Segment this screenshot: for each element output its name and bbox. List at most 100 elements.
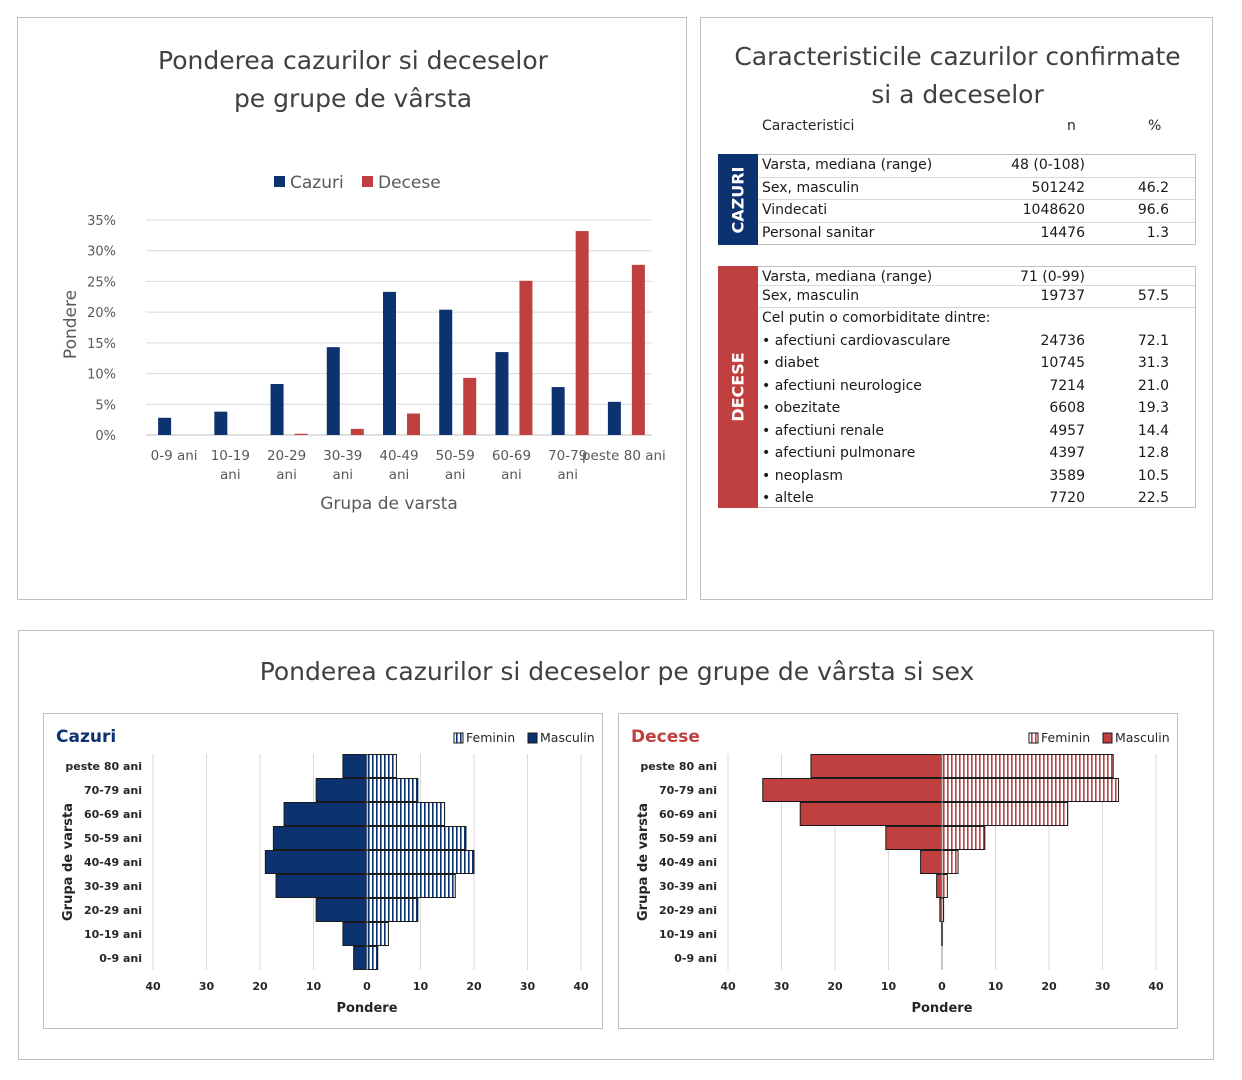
x-tick-label: 20 [466,980,482,993]
decese-row: • afectiuni renale 4957 14.4 [758,421,1195,444]
row-percent: 19.3 [1137,400,1169,416]
cazuri-row: Vindecati 1048620 96.6 [758,200,1195,223]
cazuri-row: Varsta, mediana (range) 48 (0-108) [758,155,1195,178]
row-count: 4397 [1049,445,1085,461]
row-count: 71 (0-99) [1020,269,1085,285]
cazuri-rows: Varsta, mediana (range) 48 (0-108) Sex, ma… [758,154,1196,245]
x-axis-title: Pondere [336,1001,397,1016]
x-tick-label: 20 [827,980,843,993]
decese-row: Cel putin o comorbiditate dintre: [758,308,1195,331]
y-axis-title: Grupa de varsta [61,803,76,921]
row-percent: 22.5 [1137,490,1169,506]
decese-row: • afectiuni neurologice 7214 21.0 [758,376,1195,399]
row-count: 7720 [1049,490,1085,506]
legend-label: Feminin [1041,730,1090,745]
legend-swatch [527,732,538,744]
decese-rows: Varsta, mediana (range) 71 (0-99) Sex, mas… [758,266,1196,508]
masculin-bar [920,850,943,874]
feminin-bar [366,946,379,970]
row-percent: 14.4 [1137,422,1169,439]
decese-pyramid-chart: Decese 40 30 20 10 0 10 20 30 40 peste 80 ani 70-79… [631,727,1170,1016]
x-tick-label: 20 [1041,980,1057,993]
decese-row: • obezitate 6608 19.3 [758,398,1195,421]
y-tick-label: 60-69 ani [84,808,142,821]
x-tick-label: 60-69 [492,448,531,464]
cazuri-bar [383,291,396,435]
x-tick-label: ani [557,467,578,483]
header-n: n [1067,118,1076,134]
feminin-bar [366,826,467,850]
feminin-bar [366,754,397,778]
bar-chart-panel: Ponderea cazurilor si deceselor pe grupe… [17,17,687,600]
decese-bar [631,264,645,435]
feminin-bar [941,754,1114,778]
row-label: • obezitate [762,400,841,416]
feminin-bar [366,802,446,826]
masculin-bar [272,826,368,850]
decese-row: • afectiuni cardiovasculare 24736 72.1 [758,331,1195,354]
row-percent: 72.1 [1137,332,1169,349]
masculin-bar [762,778,943,802]
row-label: Varsta, mediana (range) [762,157,933,173]
bar-chart-title: Ponderea cazurilor si deceselor pe grupe… [158,46,548,113]
legend-swatch [1028,732,1039,744]
y-tick-label: 10-19 ani [84,928,142,941]
row-percent: 46.2 [1137,179,1169,196]
y-tick-label: 50-59 ani [659,832,717,845]
pyramid-chart-title: Decese [631,727,700,747]
header-characteristics: Caracteristici [762,118,855,134]
masculin-bar [885,826,943,850]
legend-label: Masculin [540,730,595,745]
y-tick-label: 35% [87,214,116,229]
row-label: • neoplasm [762,467,844,484]
age-bar-chart: 0% 5% 10% 15% 20% 25% 30% 35% 0-9 ani 10-19 ani 20-… [61,173,666,514]
feminin-bar [941,850,959,874]
y-axis-title: Pondere [61,290,81,359]
masculin-bar [283,802,368,826]
x-tick-label: 10 [413,980,429,993]
cazuri-sidebar: CAZURI [718,154,758,245]
decese-bar [575,231,589,435]
cazuri-bar [158,417,172,435]
x-tick-label: 20-29 [267,448,306,464]
row-percent: 31.3 [1137,355,1169,371]
legend-swatch [362,176,373,187]
x-tick-label: ani [445,467,466,483]
characteristics-panel: Caracteristicile cazurilor confirmate si… [700,17,1213,600]
y-tick-label: 30% [87,245,116,260]
x-tick-label: 30-39 [323,448,362,464]
row-label: • afectiuni pulmonare [762,445,916,461]
row-label: • altele [762,490,814,506]
legend-label: Feminin [466,730,515,745]
y-tick-label: peste 80 ani [640,760,717,773]
cazuri-pyramid-box: Cazuri 40 30 20 10 0 10 20 30 40 peste 80 ani 70-79… [43,713,603,1029]
feminin-bar [941,802,1069,826]
x-tick-label: 50-59 [436,448,475,464]
row-label: • afectiuni neurologice [762,377,922,394]
decese-sidebar: DECESE [718,266,758,508]
pyramid-chart-title: Cazuri [56,727,116,747]
y-tick-label: 40-49 ani [84,856,142,869]
row-percent: 12.8 [1137,445,1169,461]
y-tick-label: 0% [95,429,116,444]
cazuri-pyramid-chart: Cazuri 40 30 20 10 0 10 20 30 40 peste 80 ani 70-79… [56,727,595,1016]
pyramid-panel: Ponderea cazurilor si deceselor pe grupe… [18,630,1214,1060]
row-label: Varsta, mediana (range) [762,269,933,285]
x-tick-label: 40 [573,980,589,993]
y-tick-label: 20-29 ani [659,904,717,917]
legend-label: Masculin [1115,730,1170,745]
y-tick-label: 0-9 ani [674,952,717,965]
y-tick-label: 30-39 ani [659,880,717,893]
y-tick-label: 30-39 ani [84,880,142,893]
x-tick-label: 30 [774,980,790,993]
decese-row: Varsta, mediana (range) 71 (0-99) [758,267,1195,286]
y-tick-label: 20% [87,306,116,321]
row-label: Sex, masculin [762,288,860,304]
feminin-bar [941,826,986,850]
decese-bar [407,413,420,435]
y-tick-label: 10% [87,368,116,383]
decese-bar [294,433,308,435]
x-tick-label: 10 [988,980,1004,993]
x-tick-label: 40-49 [379,448,418,464]
row-count: 14476 [1040,224,1085,241]
